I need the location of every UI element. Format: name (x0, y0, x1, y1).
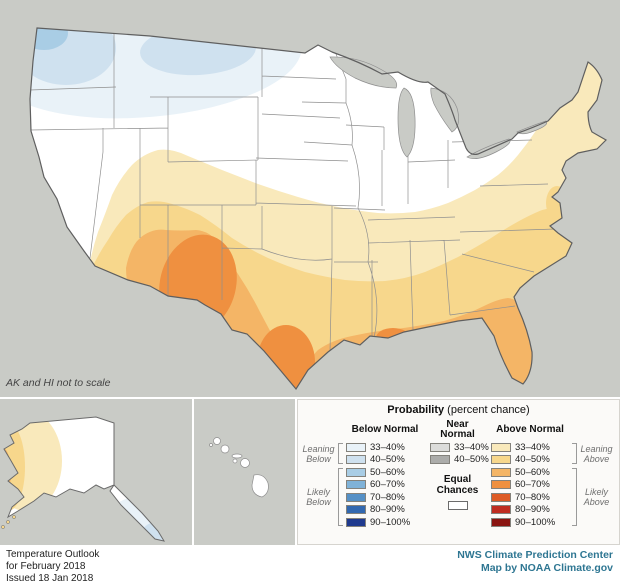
legend-swatch (491, 467, 511, 477)
inset-row: Probability (percent chance) Leaning Bel… (0, 399, 620, 545)
us-outline (29, 27, 607, 391)
legend-range-label: 80–90% (370, 504, 405, 516)
alaska-outline (3, 416, 166, 542)
legend-row: 33–40% (488, 441, 572, 454)
legend-swatch (491, 492, 511, 502)
legend-range-label: 70–80% (515, 491, 550, 503)
noaa-logo-icon: NOAA (566, 350, 608, 392)
near-normal-header: Near Normal (440, 418, 475, 440)
legend-range-label: 33–40% (454, 441, 489, 453)
legend-swatch (430, 442, 450, 452)
legend-swatch (491, 505, 511, 515)
legend-row: 80–90% (343, 504, 427, 517)
footer-credit-line2: Map by NOAA Climate.gov (480, 562, 613, 574)
legend-swatch (346, 480, 366, 490)
legend-row: 40–50% (343, 454, 427, 467)
legend-range-label: 60–70% (515, 479, 550, 491)
legend-row: 40–50% (427, 454, 489, 467)
legend-range-label: 80–90% (515, 504, 550, 516)
leaning-below-label: Leaning Below (302, 443, 335, 464)
legend-swatch (346, 517, 366, 527)
legend-row: 90–100% (343, 516, 427, 529)
below-normal-header: Below Normal (351, 423, 419, 435)
legend-swatch (346, 467, 366, 477)
legend-range-label: 50–60% (370, 466, 405, 478)
footer-credit-line1: NWS Climate Prediction Center (457, 549, 613, 561)
legend-row: 70–80% (488, 491, 572, 504)
legend-range-label: 33–40% (370, 441, 405, 453)
probability-legend: Probability (percent chance) Leaning Bel… (297, 399, 620, 545)
likely-above-label: Likely Above (583, 487, 610, 507)
above-normal-header: Above Normal (496, 423, 564, 435)
legend-row: 40–50% (488, 454, 572, 467)
legend-near-column: Near Normal 33–40% 40–50% Equal Chances (427, 418, 489, 529)
legend-row: 60–70% (343, 479, 427, 492)
legend-range-label: 90–100% (370, 516, 411, 528)
legend-range-label: 90–100% (515, 516, 556, 528)
legend-below-column: Below Normal 33–40% 40–50% 50–60% 60–70%… (343, 419, 427, 529)
legend-title: Probability (percent chance) (299, 404, 618, 416)
equal-chances-label: Equal Chances (436, 474, 479, 496)
legend-range-label: 60–70% (370, 479, 405, 491)
lake-superior (329, 56, 398, 89)
legend-row: 80–90% (488, 504, 572, 517)
us-temperature-outlook-map (29, 27, 607, 391)
hawaiian-islands (209, 437, 269, 498)
legend-swatch (491, 480, 511, 490)
legend-swatch (491, 442, 511, 452)
footer-credit-block: NWS Climate Prediction Center Map by NOA… (457, 549, 613, 585)
legend-range-label: 40–50% (454, 454, 489, 466)
legend-range-label: 70–80% (370, 491, 405, 503)
leaning-above-label: Leaning Above (580, 443, 613, 464)
legend-swatch (346, 505, 366, 515)
below-normal-40-50-washington (30, 28, 116, 85)
legend-left-side-labels: Leaning Below Likely Below (299, 419, 343, 529)
below-normal-50-60-washington-core (30, 28, 68, 50)
legend-above-column: Above Normal 33–40% 40–50% 50–60% 60–70%… (488, 419, 572, 529)
legend-range-label: 40–50% (515, 454, 550, 466)
leaning-below-bracket (338, 443, 343, 464)
footer-title-line2: for February 2018 (6, 561, 86, 572)
legend-range-label: 50–60% (515, 466, 550, 478)
legend-right-side-labels: Leaning Above Likely Above (572, 419, 616, 529)
legend-title-suffix: (percent chance) (447, 404, 530, 416)
likely-below-bracket (338, 468, 343, 526)
above-normal-60-70-southtexas-core (257, 325, 315, 389)
footer-title-block: Temperature Outlook for February 2018 Is… (6, 549, 99, 585)
footer-issued-date: Issued 18 Jan 2018 (6, 573, 94, 584)
legend-row: 33–40% (427, 441, 489, 454)
likely-below-label: Likely Below (306, 487, 331, 507)
state-boundaries (30, 30, 557, 353)
aleutian-islands (1, 515, 16, 529)
above-normal-40-50-midatlantic-patch (546, 186, 568, 220)
legend-swatch (491, 455, 511, 465)
legend-row: 50–60% (488, 466, 572, 479)
equal-chances-swatch (447, 501, 468, 510)
legend-swatch (346, 492, 366, 502)
legend-title-word: Probability (387, 404, 445, 416)
above-normal-60-70-louisiana-core (376, 328, 410, 348)
footer-title-line1: Temperature Outlook (6, 549, 100, 560)
legend-row: 60–70% (488, 479, 572, 492)
alaska-inset-map (0, 399, 192, 545)
legend-row: 70–80% (343, 491, 427, 504)
legend-swatch (346, 442, 366, 452)
lake-huron (430, 87, 459, 133)
lake-michigan (397, 87, 416, 158)
legend-row: 90–100% (488, 516, 572, 529)
footer: Temperature Outlook for February 2018 Is… (0, 545, 620, 585)
legend-range-label: 40–50% (370, 454, 405, 466)
legend-row: 50–60% (343, 466, 427, 479)
hawaii-inset-map (194, 399, 295, 545)
legend-row: 33–40% (343, 441, 427, 454)
scale-note: AK and HI not to scale (6, 377, 111, 389)
legend-swatch (346, 455, 366, 465)
leaning-above-bracket (572, 443, 577, 464)
legend-swatch (491, 517, 511, 527)
legend-swatch (430, 455, 450, 465)
likely-above-bracket (572, 468, 577, 526)
main-map-area: AK and HI not to scale NOAA (0, 0, 620, 397)
legend-range-label: 33–40% (515, 441, 550, 453)
